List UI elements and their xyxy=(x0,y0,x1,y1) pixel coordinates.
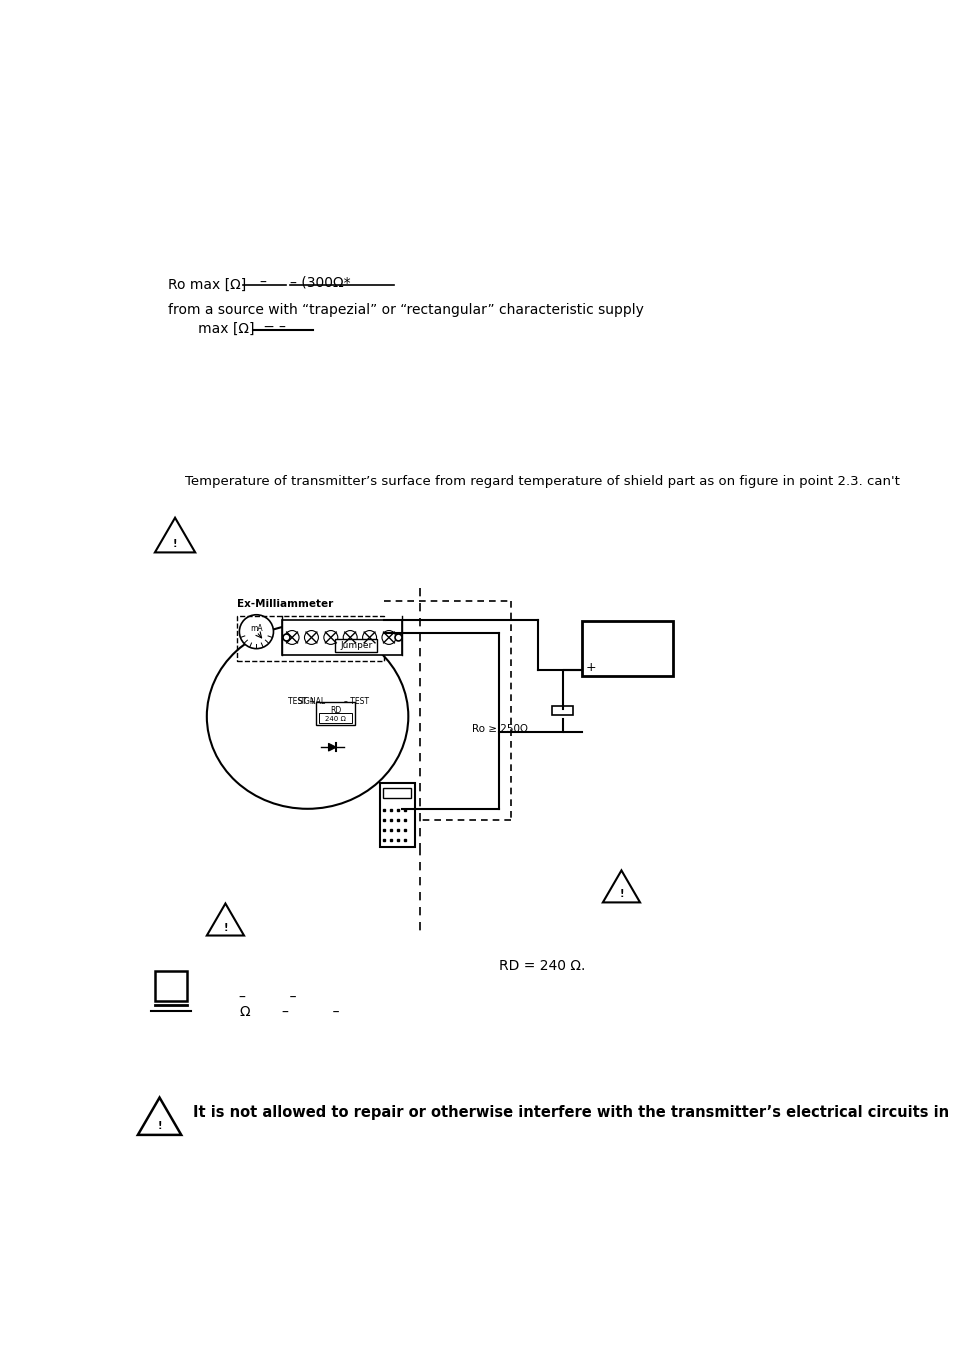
Text: RD = 240 Ω.: RD = 240 Ω. xyxy=(498,958,585,973)
Text: –: – xyxy=(259,275,266,290)
FancyBboxPatch shape xyxy=(335,640,377,652)
Text: from a source with “trapezial” or “rectangular” characteristic supply: from a source with “trapezial” or “recta… xyxy=(168,302,643,317)
Text: –: – xyxy=(278,320,285,335)
Text: Temperature of transmitter’s surface from regard temperature of shield part as o: Temperature of transmitter’s surface fro… xyxy=(185,475,899,489)
FancyBboxPatch shape xyxy=(379,783,415,846)
FancyBboxPatch shape xyxy=(282,620,402,655)
FancyBboxPatch shape xyxy=(319,713,352,722)
Text: !: ! xyxy=(618,890,623,899)
Circle shape xyxy=(239,614,274,648)
Text: !: ! xyxy=(223,922,228,933)
Polygon shape xyxy=(328,744,335,751)
FancyBboxPatch shape xyxy=(552,706,572,716)
Text: It is not allowed to repair or otherwise interfere with the transmitter’s electr: It is not allowed to repair or otherwise… xyxy=(193,1106,953,1120)
Text: Ω: Ω xyxy=(239,1006,250,1019)
Text: +: + xyxy=(585,662,596,674)
Text: 240 Ω: 240 Ω xyxy=(325,716,346,722)
FancyBboxPatch shape xyxy=(315,702,355,725)
Text: – (300Ω*: – (300Ω* xyxy=(290,275,350,290)
FancyBboxPatch shape xyxy=(154,971,187,1002)
Text: – TEST: – TEST xyxy=(344,697,369,706)
Text: TEST +: TEST + xyxy=(288,697,315,706)
Text: !: ! xyxy=(157,1120,162,1130)
Text: Ro ≥ 250Ω: Ro ≥ 250Ω xyxy=(472,724,527,734)
Text: max [Ω]  =: max [Ω] = xyxy=(185,323,274,336)
Text: –          –: – – xyxy=(239,990,296,1004)
Text: Ro max [Ω]: Ro max [Ω] xyxy=(168,278,246,292)
Text: RD: RD xyxy=(330,706,341,714)
Text: –          –: – – xyxy=(282,1006,339,1019)
Text: Ex-Milliammeter: Ex-Milliammeter xyxy=(236,599,333,609)
Text: mA: mA xyxy=(250,624,262,633)
FancyBboxPatch shape xyxy=(581,621,673,676)
Text: SIGNAL: SIGNAL xyxy=(297,697,325,706)
FancyBboxPatch shape xyxy=(382,788,411,798)
Text: !: ! xyxy=(172,539,177,548)
Text: Jumper: Jumper xyxy=(340,641,372,651)
